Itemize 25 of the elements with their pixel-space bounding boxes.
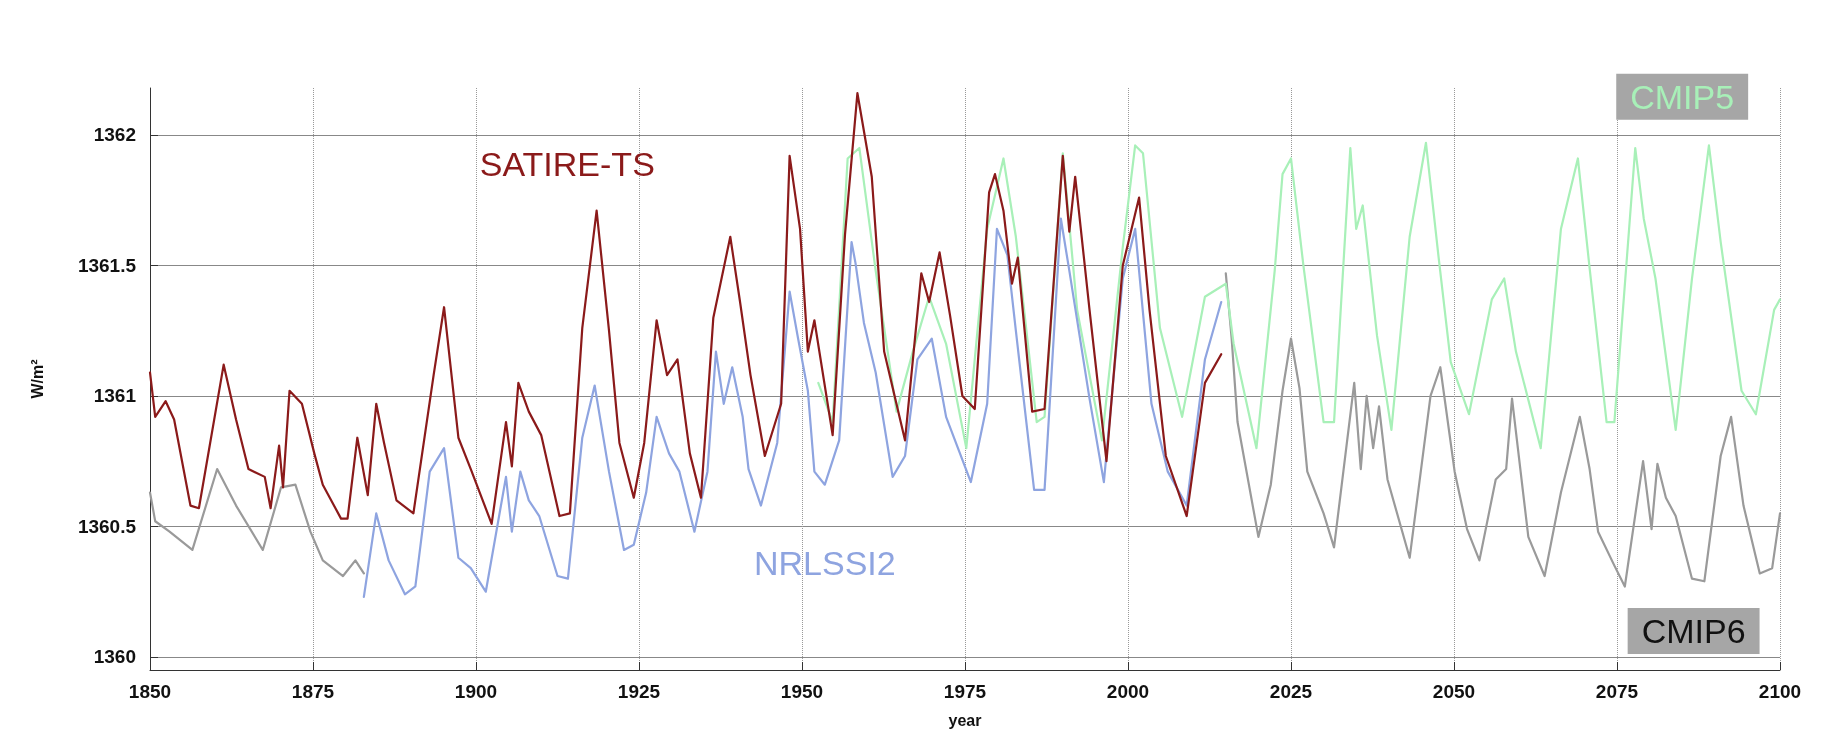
x-tick-label: 1900 [454,681,498,702]
x-tick-label: 2075 [1595,681,1639,702]
x-tick-label: 1875 [291,681,335,702]
x-tick-label: 2025 [1269,681,1313,702]
line-series [817,141,1782,450]
y-tick-label: 1362 [93,124,136,146]
x-tick-label: 1850 [128,681,172,702]
y-tick-label: 1361.5 [77,254,137,276]
series-label: SATIRE-TS [479,144,655,183]
x-axis-title: year [948,711,982,729]
line-series [148,92,1223,525]
x-tick-label: 1925 [617,681,661,702]
y-tick-label: 1360.5 [77,515,137,537]
x-tick-label: 1975 [943,681,987,702]
series-label: NRLSSI2 [753,544,896,583]
x-tick-label: 2050 [1432,681,1476,702]
y-tick-label: 1360 [93,646,136,668]
x-tick-label: 1950 [780,681,824,702]
y-tick-label: 1361 [93,385,137,407]
series-label: CMIP6 [1641,612,1746,651]
line-series [362,217,1223,599]
y-axis-title: W/m² [28,359,46,399]
x-tick-label: 2100 [1758,681,1802,702]
series-label: CMIP5 [1630,77,1735,116]
x-tick-label: 2000 [1106,681,1150,702]
